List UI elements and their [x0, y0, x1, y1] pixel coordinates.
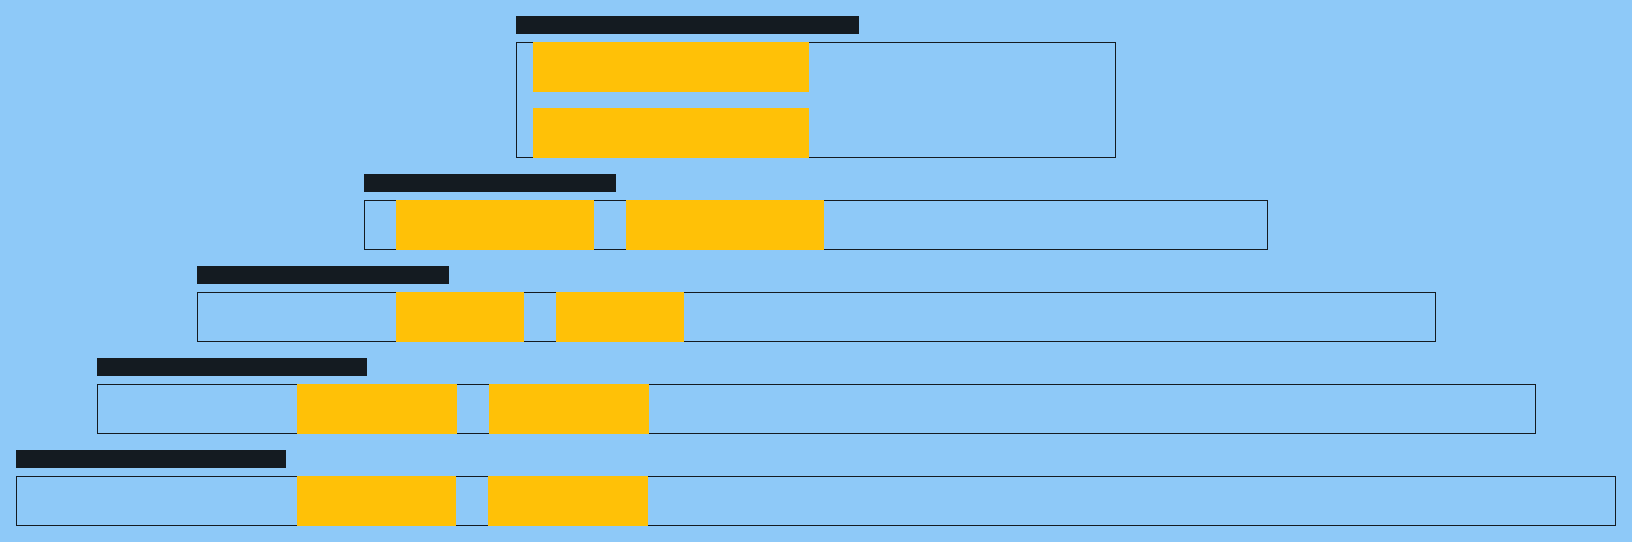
- row-1-label-bar: [516, 16, 859, 34]
- row-4-block-2: [489, 384, 649, 434]
- row-4-container: [97, 384, 1536, 434]
- row-5-label-bar: [16, 450, 286, 468]
- row-2-block-2: [626, 200, 824, 250]
- row-4-block-1: [297, 384, 457, 434]
- row-5-block-2: [488, 476, 648, 526]
- row-1-container: [516, 42, 1116, 158]
- row-3-label-bar: [197, 266, 449, 284]
- row-3-block-1: [396, 292, 524, 342]
- row-2-label-bar: [364, 174, 616, 192]
- row-2-block-1: [396, 200, 594, 250]
- row-4-label-bar: [97, 358, 367, 376]
- row-3-block-2: [556, 292, 684, 342]
- row-1-block-2: [533, 108, 809, 158]
- row-5-container: [16, 476, 1616, 526]
- row-5-block-1: [297, 476, 456, 526]
- row-3-container: [197, 292, 1436, 342]
- row-1-block-1: [533, 42, 809, 92]
